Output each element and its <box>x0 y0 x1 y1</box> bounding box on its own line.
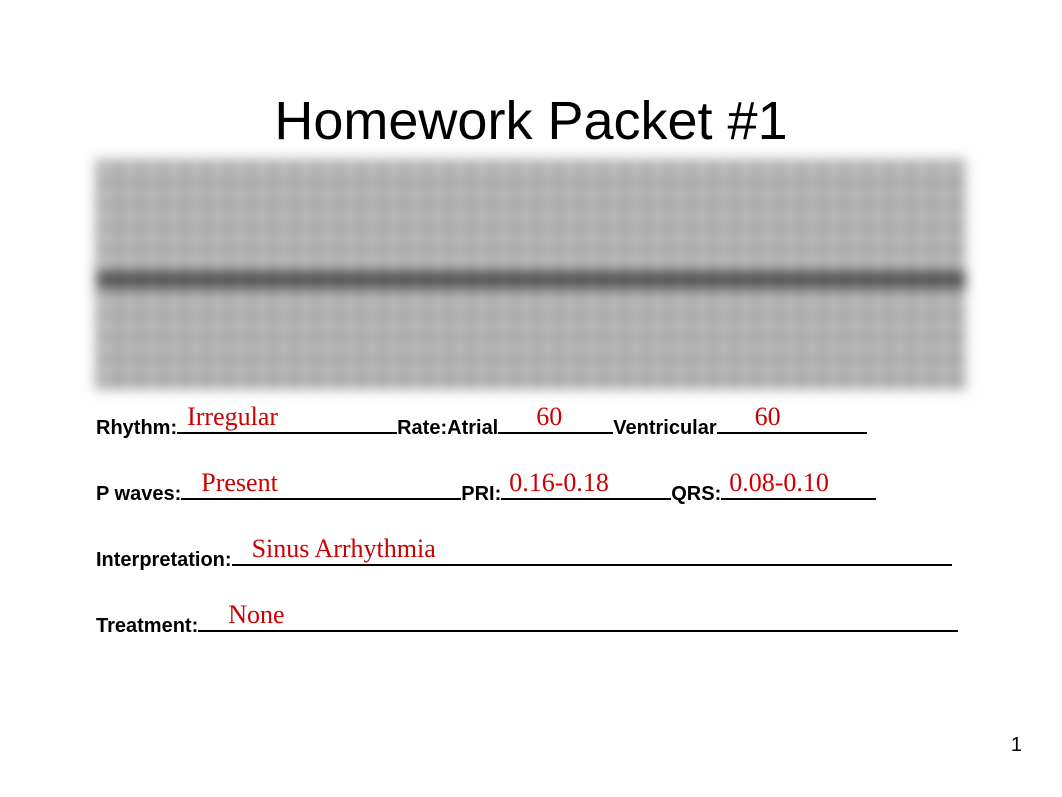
ventricular-label: Ventricular <box>613 417 716 440</box>
row-interpretation: Interpretation: Sinus Arrhythmia <box>96 540 966 572</box>
pwaves-value: Present <box>201 468 278 498</box>
page-number: 1 <box>1011 734 1022 757</box>
treatment-blank: None <box>198 606 958 632</box>
worksheet-form: Rhythm: Irregular Rate:Atrial 60 Ventric… <box>96 408 966 638</box>
qrs-value: 0.08-0.10 <box>729 468 829 498</box>
ventricular-blank: 60 <box>717 408 867 434</box>
rhythm-value: Irregular <box>187 402 278 432</box>
rhythm-label: Rhythm: <box>96 417 177 440</box>
interpretation-blank: Sinus Arrhythmia <box>232 540 952 566</box>
rate-atrial-label: Rate:Atrial <box>397 417 498 440</box>
pwaves-label: P waves: <box>96 483 181 506</box>
ventricular-value: 60 <box>755 402 781 432</box>
rhythm-blank: Irregular <box>177 408 397 434</box>
page-title: Homework Packet #1 <box>0 0 1062 160</box>
row-treatment: Treatment: None <box>96 606 966 638</box>
interpretation-label: Interpretation: <box>96 549 232 572</box>
rate-atrial-value: 60 <box>536 402 562 432</box>
ecg-strip-image <box>96 160 966 390</box>
pri-blank: 0.16-0.18 <box>501 474 671 500</box>
row-pwaves-pri-qrs: P waves: Present PRI: 0.16-0.18 QRS: 0.0… <box>96 474 966 506</box>
pri-value: 0.16-0.18 <box>509 468 609 498</box>
treatment-value: None <box>228 600 284 630</box>
ecg-trace <box>96 272 966 288</box>
qrs-label: QRS: <box>671 483 721 506</box>
pwaves-blank: Present <box>181 474 461 500</box>
pri-label: PRI: <box>461 483 501 506</box>
qrs-blank: 0.08-0.10 <box>721 474 876 500</box>
interpretation-value: Sinus Arrhythmia <box>252 534 436 564</box>
rate-atrial-blank: 60 <box>498 408 613 434</box>
treatment-label: Treatment: <box>96 615 198 638</box>
row-rhythm-rate: Rhythm: Irregular Rate:Atrial 60 Ventric… <box>96 408 966 440</box>
